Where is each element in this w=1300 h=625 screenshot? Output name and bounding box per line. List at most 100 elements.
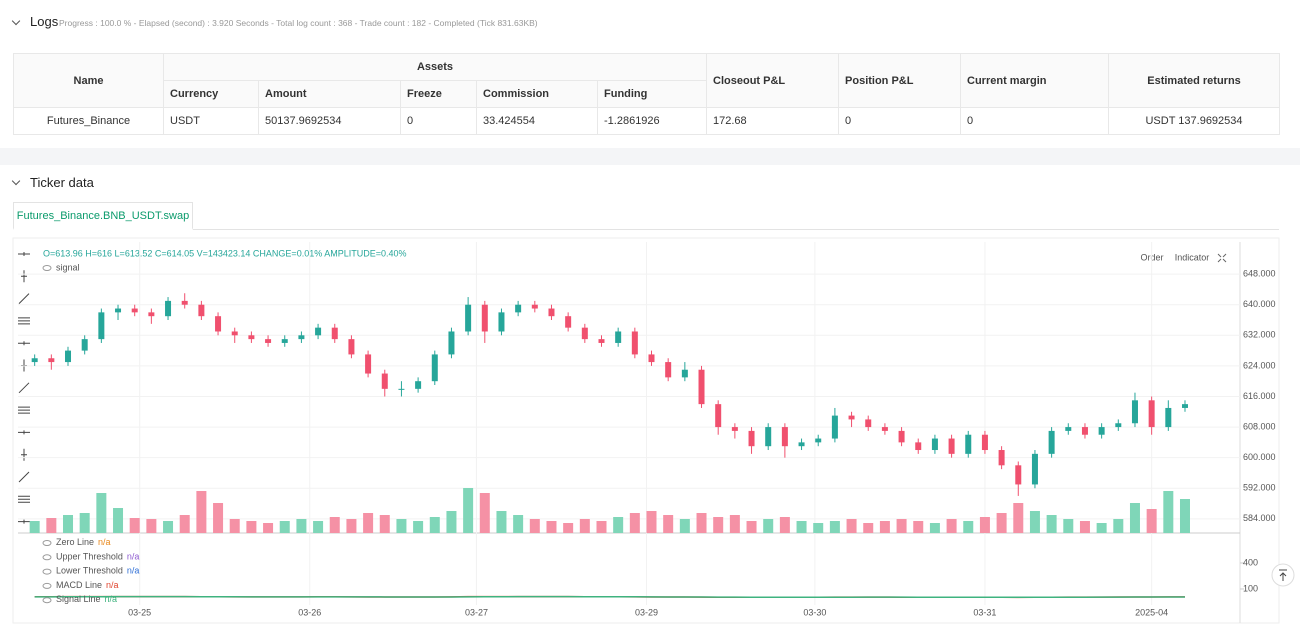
- candle-body: [748, 430, 755, 447]
- volume-bar: [113, 508, 124, 533]
- candle-body: [281, 339, 288, 343]
- logs-panel: Logs Progress : 100.0 % - Elapsed (secon…: [0, 0, 1300, 148]
- legend-status: n/a: [127, 566, 140, 576]
- volume-bar: [179, 515, 190, 533]
- header-cell: Position P&L: [838, 53, 962, 108]
- header-cell: Currency: [163, 80, 259, 108]
- eye-icon[interactable]: [42, 265, 52, 271]
- chart-frame: [12, 237, 1280, 624]
- tool-icon: [18, 293, 30, 304]
- header-cell: Assets: [162, 53, 708, 81]
- x-tick-label: 03-30: [803, 607, 826, 617]
- candle-body: [615, 331, 622, 343]
- collapse-icon[interactable]: [11, 16, 21, 26]
- header-cell: Estimated returns: [1108, 53, 1281, 108]
- tool-icon: [18, 471, 30, 483]
- tool-icon: [18, 519, 30, 524]
- scroll-icon: [1279, 569, 1287, 581]
- header-cell: Funding: [596, 80, 708, 108]
- volume-bar: [896, 519, 907, 533]
- volume-bar: [929, 523, 940, 533]
- candle-body: [315, 327, 322, 336]
- volume-bar: [613, 517, 624, 533]
- volume-bar: [1013, 503, 1024, 533]
- cell: 50137.9692534: [258, 107, 401, 135]
- candle-body: [1048, 430, 1055, 454]
- symbol-tab[interactable]: Futures_Binance.BNB_USDT.swap: [13, 202, 193, 230]
- candle-body: [348, 339, 355, 355]
- candle-body: [731, 427, 738, 431]
- volume-bar: [513, 515, 524, 533]
- volume-bar: [396, 519, 407, 533]
- volume-bar: [796, 521, 807, 533]
- indicator-line: [34, 595, 1185, 599]
- volume-bar: [529, 519, 540, 533]
- volume-bar: [979, 517, 990, 533]
- volume-bar: [413, 521, 424, 533]
- x-tick-label: 2025-04: [1135, 607, 1168, 617]
- header-cell: Freeze: [400, 80, 477, 108]
- logs-title: Logs: [30, 14, 59, 29]
- candle-body: [1181, 404, 1188, 408]
- volume-bar: [79, 513, 90, 533]
- candle-body: [698, 369, 705, 405]
- legend-status: n/a: [98, 537, 111, 547]
- volume-bar: [1113, 519, 1124, 533]
- candle-body: [31, 358, 38, 363]
- volume-bar: [446, 511, 457, 533]
- volume-bar: [746, 521, 757, 533]
- collapse-icon[interactable]: [11, 176, 21, 186]
- y2-tick-label: 400: [1243, 557, 1258, 567]
- candle-body: [198, 304, 205, 317]
- volume-bar: [329, 517, 340, 533]
- header-cell: Commission: [476, 80, 598, 108]
- eye-icon: [42, 540, 52, 546]
- volume-bar: [779, 517, 790, 533]
- candle-body: [848, 415, 855, 420]
- candle-body: [248, 335, 255, 340]
- legend-name: Zero Line: [56, 537, 94, 547]
- candle-body: [65, 350, 72, 363]
- candle-body: [881, 427, 888, 431]
- candle-body: [765, 427, 772, 447]
- volume-bar: [1079, 521, 1090, 533]
- volume-bar: [863, 523, 874, 533]
- candle-body: [265, 339, 272, 343]
- candle-body: [48, 358, 55, 363]
- volume-bar: [646, 511, 657, 533]
- x-tick-label: 03-26: [298, 607, 321, 617]
- candle-body: [215, 316, 222, 332]
- cell: -1.2861926: [596, 107, 708, 135]
- volume-bar: [546, 521, 557, 533]
- fullscreen-icon[interactable]: [1217, 253, 1227, 263]
- volume-bar: [696, 513, 707, 533]
- volume-bar: [996, 513, 1007, 533]
- candle-body: [1015, 465, 1022, 485]
- legend-name: MACD Line: [56, 580, 102, 590]
- candle-body: [398, 388, 405, 390]
- volume-bar: [496, 511, 507, 533]
- candle-body: [815, 438, 822, 443]
- candle-body: [415, 381, 422, 389]
- indicator-button[interactable]: Indicator: [1175, 252, 1210, 262]
- volume-bar: [196, 491, 207, 533]
- volume-bar: [946, 519, 957, 533]
- cell: Futures_Binance: [13, 107, 164, 135]
- x-tick-label: 03-29: [635, 607, 658, 617]
- legend-label: Signal Line n/a: [56, 595, 117, 605]
- legend-status: n/a: [106, 580, 119, 590]
- candle-body: [81, 339, 88, 351]
- tool-icon: [21, 448, 27, 461]
- volume-bar: [46, 518, 57, 533]
- volume-bar: [379, 515, 390, 533]
- candle-body: [148, 312, 155, 317]
- cell: 0: [400, 107, 477, 135]
- header-cell: Amount: [258, 80, 401, 108]
- volume-bar: [363, 513, 374, 533]
- candle-body: [648, 354, 655, 363]
- volume-bar: [213, 503, 224, 533]
- volume-bar: [596, 521, 607, 533]
- volume-bar: [229, 519, 240, 533]
- volume-bar: [263, 523, 274, 533]
